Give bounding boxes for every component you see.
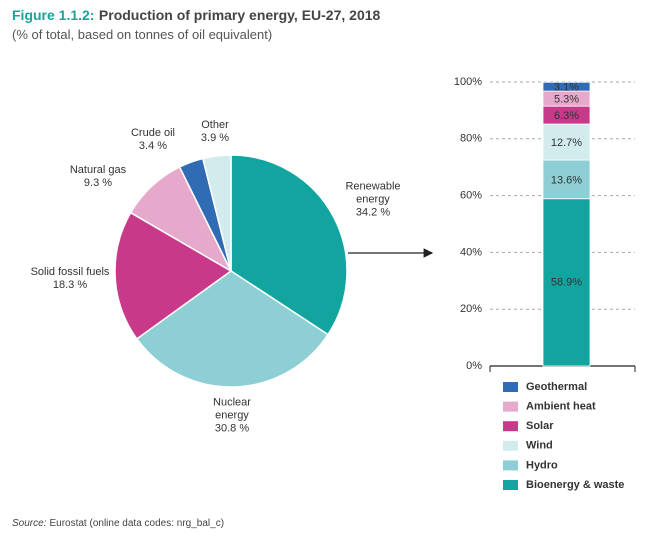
value-label: 30.8 % bbox=[214, 422, 250, 435]
legend-label: Bioenergy & waste bbox=[526, 479, 624, 491]
slice-label: Other 3.9 % bbox=[175, 119, 255, 145]
source-label: Source: bbox=[12, 518, 47, 529]
legend-swatch bbox=[503, 480, 518, 490]
bar-segment bbox=[542, 198, 591, 367]
value-label: 3.4 % bbox=[138, 140, 168, 152]
y-tick-label: 20% bbox=[460, 303, 482, 315]
category-label: Nuclear energy bbox=[213, 396, 251, 422]
pie-slice bbox=[114, 211, 233, 340]
legend-swatch bbox=[503, 401, 518, 412]
value-label: 34.2 % bbox=[355, 206, 391, 219]
value-label: 13.6% bbox=[551, 174, 582, 186]
legend-label: Solar bbox=[526, 420, 554, 432]
legend-label: Geothermal bbox=[526, 381, 587, 393]
source-text: Eurostat (online data codes: nrg_bal_c) bbox=[49, 518, 225, 529]
slice-label: Renewable energy 34.2 % bbox=[333, 181, 413, 220]
category-label: Renewable energy bbox=[345, 180, 401, 206]
bar-segment bbox=[542, 159, 591, 200]
y-tick-label: 100% bbox=[454, 76, 482, 88]
pie-slice bbox=[135, 270, 330, 388]
y-tick-label: 40% bbox=[460, 246, 482, 258]
value-label: 3.1% bbox=[554, 82, 579, 94]
value-label: 58.9% bbox=[551, 276, 582, 288]
slice-label: Natural gas 9.3 % bbox=[58, 164, 138, 190]
y-tick-label: 0% bbox=[466, 360, 482, 372]
category-label: Solid fossil fuels bbox=[30, 266, 110, 278]
slice-label: Solid fossil fuels 18.3 % bbox=[30, 266, 110, 292]
chart-subtitle: (% of total, based on tonnes of oil equi… bbox=[12, 27, 273, 42]
value-label: 5.3% bbox=[554, 94, 579, 106]
figure-number: Figure 1.1.2: bbox=[12, 7, 95, 23]
y-tick-label: 80% bbox=[460, 133, 482, 145]
y-tick-label: 60% bbox=[460, 190, 482, 202]
legend-label: Wind bbox=[526, 440, 553, 452]
legend-swatch bbox=[503, 460, 518, 471]
legend-label: Ambient heat bbox=[526, 401, 596, 413]
bar-segment bbox=[542, 81, 591, 92]
bar-segment bbox=[542, 123, 591, 161]
value-label: 9.3 % bbox=[83, 177, 113, 189]
value-label: 18.3 % bbox=[52, 279, 88, 291]
pie-slice bbox=[201, 154, 232, 272]
chart-title: Production of primary energy, EU-27, 201… bbox=[98, 7, 381, 23]
value-label: 12.7% bbox=[551, 137, 582, 149]
category-label: Crude oil bbox=[130, 127, 176, 139]
slice-label: Crude oil 3.4 % bbox=[113, 127, 193, 153]
legend-swatch bbox=[503, 421, 518, 432]
header: Figure 1.1.2: Production of primary ener… bbox=[12, 7, 380, 42]
legend-label: Hydro bbox=[526, 459, 558, 471]
category-label: Other bbox=[201, 119, 229, 131]
value-label: 3.9 % bbox=[200, 132, 230, 144]
legend-swatch bbox=[503, 382, 518, 392]
legend-swatch bbox=[503, 440, 518, 451]
source: Source: Eurostat (online data codes: nrg_… bbox=[12, 518, 224, 529]
category-label: Natural gas bbox=[69, 164, 127, 176]
value-label: 6.3% bbox=[554, 110, 579, 122]
slice-label: Nuclear energy 30.8 % bbox=[197, 397, 267, 436]
